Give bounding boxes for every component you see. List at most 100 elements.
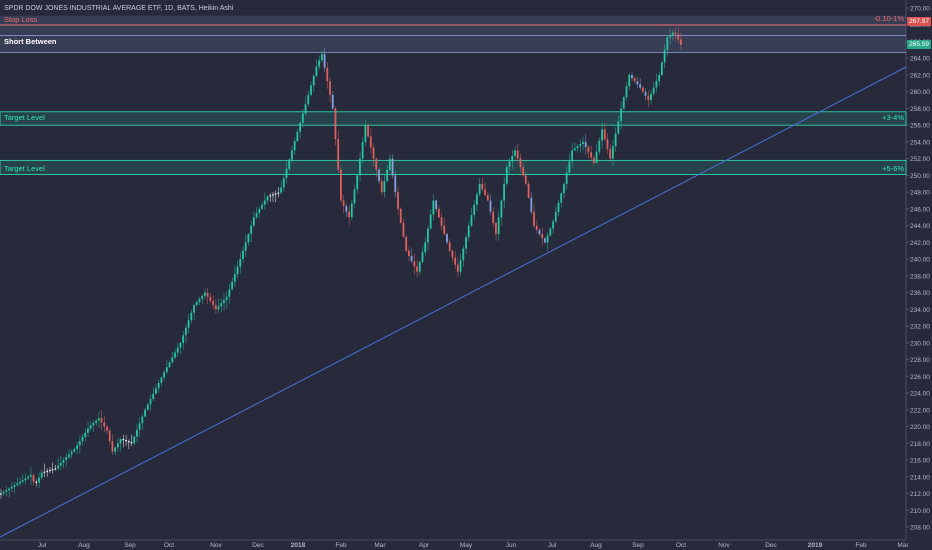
candle-body [538,229,541,235]
candle-body [228,289,231,297]
candle-body [35,481,38,483]
stop-price-tag: 267.97 [907,17,931,26]
candle-body [198,298,201,303]
candle-body [21,480,24,482]
candle-body [250,225,253,235]
y-tick-label: 262.00 [910,72,930,79]
candle-body [24,478,27,481]
candle-body [266,196,269,201]
candle-body [456,264,459,272]
candle-body [144,409,146,417]
candle-body [435,200,437,209]
candle-body [187,320,190,328]
candle-body [133,436,136,444]
y-tick-label: 226.00 [910,374,930,381]
candle-body [489,200,492,212]
candle-body [372,147,375,159]
y-tick-label: 244.00 [910,223,930,230]
candle-body [427,228,429,243]
candle-body [103,422,106,427]
candle-body [391,158,394,176]
y-tick-label: 230.00 [910,340,930,347]
y-tick-label: 214.00 [910,474,930,481]
candle-body [495,222,497,235]
candle-body [486,194,489,201]
candle-body [214,305,217,310]
candle-body [236,266,239,275]
candle-body [38,477,40,483]
candle-body [206,292,209,297]
y-tick-label: 242.00 [910,240,930,247]
candle-body [78,441,81,446]
candle-body [195,302,198,306]
candle-body [473,204,476,216]
candle-body [669,34,671,38]
candle-body [527,183,530,198]
x-tick-label: Oct [676,542,686,549]
y-tick-label: 256.00 [910,123,930,130]
candle-body [318,60,321,67]
candle-body [171,357,174,363]
candle-body [337,139,340,170]
x-tick-label: Nov [718,542,730,549]
candle-body [242,250,244,260]
candle-body [622,97,625,109]
candle-body [375,158,378,170]
candle-body [614,133,617,147]
x-tick-label: Jul [38,542,47,549]
candle-body [500,200,503,218]
candle-body [54,468,57,470]
y-tick-label: 234.00 [910,307,930,314]
candle-body [399,208,402,223]
candle-body [476,194,478,205]
stop-loss-pct: -0.10-1% [873,14,904,23]
candle-body [116,443,119,448]
candle-body [652,87,655,94]
candle-body [225,296,228,300]
candle-body [582,141,584,145]
y-tick-label: 270.00 [910,6,930,13]
y-tick-label: 208.00 [910,525,930,532]
candle-body [141,416,144,424]
candle-body [320,54,323,61]
candle-body [598,140,601,152]
candle-body [157,382,160,389]
candle-body [641,87,644,92]
y-tick-label: 212.00 [910,491,930,498]
candle-body [424,242,427,253]
candle-body [650,93,652,101]
candle-body [639,84,641,88]
candle-body [356,175,359,190]
candle-body [484,189,486,195]
candle-body [408,250,410,256]
candle-body [0,493,2,495]
candle-body [27,476,29,479]
candle-body [46,470,49,472]
candle-body [261,204,263,209]
candle-body [252,217,255,226]
candle-body [353,189,356,204]
candle-body [73,448,76,452]
candle-body [437,208,440,218]
candle-body [595,151,598,163]
candle-body [51,469,54,471]
candle-body [299,122,301,132]
candle-body [383,181,386,193]
candle-body [329,81,331,95]
candle-body [315,66,318,77]
x-tick-label: Oct [164,542,174,549]
x-tick-label: Jul [548,542,557,549]
candle-body [87,428,89,433]
y-tick-label: 218.00 [910,441,930,448]
candle-body [481,183,484,190]
candle-body [345,206,348,212]
candle-body [470,215,473,226]
candle-body [114,447,117,452]
candle-body [65,457,68,461]
x-tick-label: Feb [855,542,867,549]
candle-body [291,150,293,160]
candle-body [421,252,424,262]
candle-body [364,125,367,142]
trendline [0,66,907,538]
